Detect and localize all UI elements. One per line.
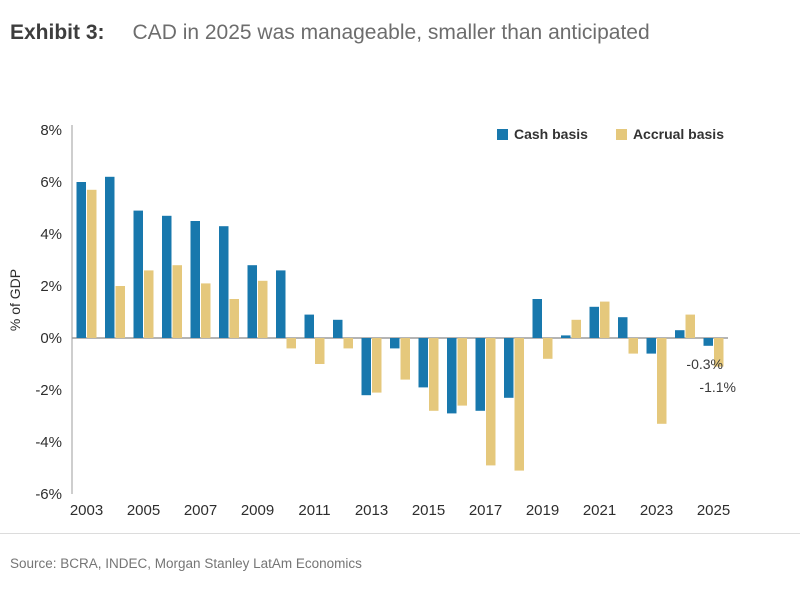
bar-cash-2014 [390,338,400,349]
bar-cash-2005 [133,210,143,338]
source-text: Source: BCRA, INDEC, Morgan Stanley LatA… [10,556,362,571]
x-tick-label: 2019 [526,502,559,519]
bar-accrual-2009 [258,280,268,338]
y-tick-label: 2% [40,278,62,295]
bar-accrual-2004 [115,286,125,338]
bar-cash-2019 [532,299,542,338]
bar-accrual-2010 [286,338,296,349]
chart-legend: Cash basis Accrual basis [497,126,724,142]
y-tick-label: 6% [40,174,62,191]
y-tick-label: 0% [40,330,62,347]
exhibit-label: Exhibit 3: [10,21,105,44]
x-tick-label: 2011 [298,502,330,519]
bar-accrual-2015 [429,338,439,411]
bar-accrual-2021 [600,301,610,338]
bar-accrual-2024 [685,314,695,338]
bar-cash-2004 [105,176,115,338]
bar-accrual-2025 [714,338,724,367]
bar-accrual-2006 [172,265,182,338]
bar-cash-2013 [361,338,371,396]
x-tick-label: 2025 [697,502,730,519]
bar-accrual-2011 [315,338,325,364]
bar-cash-2015 [418,338,428,388]
y-tick-label: -4% [35,434,62,451]
bar-accrual-2012 [343,338,353,349]
bar-accrual-2018 [514,338,524,471]
legend-label-accrual: Accrual basis [632,126,724,142]
chart-plot: 8% 6% 4% 2% 0% -2% -4% -6% % of GDP 2003 2005 2007 2… [7,122,736,519]
bar-cash-2023 [646,338,656,354]
bar-accrual-2017 [486,338,496,466]
bar-accrual-2007 [201,283,211,338]
bar-cash-2012 [333,319,343,338]
annotation-11: -1.1% [699,379,736,395]
x-tick-label: 2015 [412,502,445,519]
bar-cash-2003 [76,182,86,338]
bar-cash-2007 [190,221,200,338]
bar-cash-2009 [247,265,257,338]
bar-cash-2006 [162,215,172,338]
bar-accrual-2008 [229,299,239,338]
accrual-basis-swatch-icon [615,128,627,140]
bar-accrual-2016 [457,338,467,406]
bar-cash-2022 [618,317,628,338]
annotation-03: -0.3% [686,356,723,372]
x-tick-label: 2005 [127,502,160,519]
x-tick-label: 2007 [184,502,217,519]
title-text: CAD in 2025 was manageable, smaller than… [132,21,650,44]
bar-accrual-2013 [372,338,382,393]
cash-basis-swatch-icon [497,128,508,140]
legend-item-cash: Cash basis [497,126,588,142]
chart-area: 8% 6% 4% 2% 0% -2% -4% -6% % of GDP 2003 2005 2007 2… [0,105,800,545]
legend-item-accrual: Accrual basis [615,126,724,142]
x-tick-label: 2003 [70,502,103,519]
y-tick-label: -6% [35,486,62,503]
bar-accrual-2014 [400,338,410,380]
x-tick-label: 2013 [355,502,388,519]
x-tick-label: 2017 [469,502,502,519]
x-tick-label: 2021 [583,502,616,519]
bar-cash-2025 [703,338,713,346]
bar-cash-2020 [561,335,571,338]
x-tick-label: 2023 [640,502,673,519]
bar-accrual-2022 [628,338,638,354]
bar-cash-2010 [276,270,286,338]
y-tick-label: 8% [40,122,62,139]
bar-cash-2008 [219,226,229,338]
bar-accrual-2005 [144,270,154,338]
bar-accrual-2023 [657,338,667,424]
bar-cash-2016 [447,338,457,414]
bar-cash-2018 [504,338,514,398]
chart-title: Exhibit 3: CAD in 2025 was manageable, sm… [10,12,710,54]
bar-cash-2017 [475,338,485,411]
bar-accrual-2019 [543,338,553,359]
legend-label-cash: Cash basis [514,126,588,142]
bar-accrual-2020 [571,319,581,338]
y-axis-title: % of GDP [7,269,23,331]
source-divider [0,533,800,534]
x-tick-label: 2009 [241,502,274,519]
bar-cash-2024 [675,330,685,338]
bar-accrual-2003 [87,189,97,338]
y-tick-label: -2% [35,382,62,399]
bar-cash-2021 [589,306,599,338]
y-tick-label: 4% [40,226,62,243]
bar-cash-2011 [304,314,314,338]
